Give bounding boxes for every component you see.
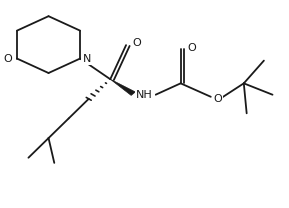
Text: O: O [214,94,223,104]
Text: O: O [3,53,12,64]
Text: N: N [82,53,91,64]
Text: O: O [132,38,141,48]
Text: NH: NH [136,90,153,100]
Polygon shape [110,79,135,95]
Text: O: O [187,43,196,53]
